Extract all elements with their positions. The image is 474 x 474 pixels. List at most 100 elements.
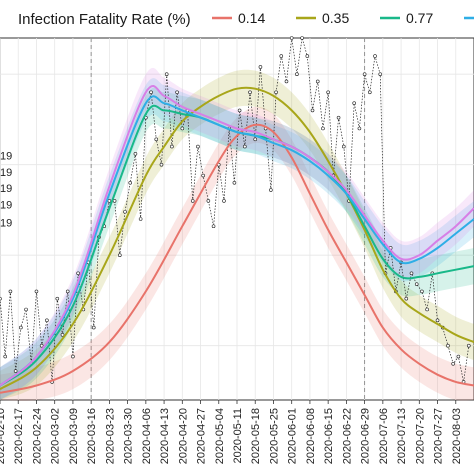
observed-point-57 (295, 72, 299, 76)
observed-point-27 (138, 217, 143, 221)
x-tick-label-13: 2020-05-11 (232, 408, 244, 463)
observed-point-69 (357, 126, 362, 131)
legend-label-1: 0.35 (322, 10, 349, 26)
x-tick-label-18: 2020-06-15 (323, 408, 335, 464)
observed-point-63 (326, 90, 330, 95)
plot-area (0, 36, 474, 401)
x-tick-label-10: 2020-04-20 (177, 408, 189, 464)
observed-point-24 (123, 209, 127, 214)
observed-point-12 (60, 333, 65, 337)
observed-point-30 (154, 137, 159, 142)
observed-point-8 (39, 343, 44, 348)
observed-point-7 (34, 289, 39, 294)
legend-title: Infection Fatality Rate (%) (18, 11, 191, 28)
observed-point-55 (284, 79, 289, 84)
x-tick-label-23: 2020-07-20 (414, 408, 426, 464)
observed-point-3 (13, 369, 18, 373)
x-tick-label-4: 2020-03-09 (68, 408, 80, 464)
series-ribbon-1 (0, 69, 474, 400)
observed-point-45 (232, 181, 237, 185)
observed-point-32 (164, 72, 169, 76)
observed-point-25 (128, 181, 133, 185)
y-tick-label-4: 19 (0, 218, 12, 230)
observed-point-37 (190, 199, 195, 203)
observed-point-46 (237, 108, 242, 113)
observed-point-23 (118, 253, 122, 257)
observed-point-13 (65, 289, 70, 294)
observed-point-82 (425, 307, 429, 312)
observed-point-52 (269, 188, 273, 192)
observed-point-72 (373, 54, 377, 58)
observed-point-71 (368, 90, 372, 95)
series-ribbon-4 (0, 67, 474, 400)
observed-point-60 (310, 108, 315, 113)
observed-point-41 (211, 224, 216, 229)
observed-point-1 (3, 354, 8, 359)
observed-point-33 (170, 144, 174, 149)
x-tick-label-5: 2020-03-16 (86, 408, 98, 464)
observed-point-61 (315, 79, 320, 84)
x-axis: 2020-02-10 2020-02-17 2020-02-24 2020-03-02… (0, 400, 463, 464)
y-tick-label-3: 19 (0, 200, 12, 212)
x-tick-label-7: 2020-03-30 (123, 408, 135, 464)
x-tick-label-14: 2020-05-18 (250, 408, 262, 464)
observed-point-38 (196, 144, 200, 149)
series-line-4 (0, 85, 474, 387)
x-tick-label-12: 2020-05-04 (214, 408, 226, 464)
x-tick-label-25: 2020-08-03 (451, 408, 463, 464)
observed-point-49 (253, 137, 258, 142)
observed-point-43 (222, 199, 226, 203)
observed-point-0 (0, 296, 2, 301)
observed-point-80 (414, 282, 419, 286)
y-tick-label-0: 19 (0, 151, 12, 163)
observed-point-50 (258, 65, 263, 69)
observed-point-62 (321, 126, 325, 131)
x-tick-label-11: 2020-04-27 (196, 408, 208, 464)
observed-point-35 (180, 126, 185, 131)
observed-point-47 (243, 144, 247, 149)
observed-point-54 (279, 54, 284, 58)
observed-point-56 (289, 36, 294, 40)
x-tick-label-8: 2020-04-06 (141, 408, 153, 464)
observed-point-59 (305, 54, 310, 58)
legend: Infection Fatality Rate (%) 0.14 0.35 0.77… (18, 10, 474, 28)
y-axis: 19 19 19 19 19 (0, 151, 12, 230)
series-line-0 (0, 123, 474, 394)
observed-point-2 (8, 289, 13, 294)
observed-point-15 (76, 271, 80, 276)
x-tick-label-3: 2020-03-02 (50, 408, 62, 464)
observed-point-9 (45, 318, 49, 323)
observed-point-88 (456, 354, 461, 359)
observed-point-53 (274, 90, 278, 95)
series-ribbon-2 (0, 87, 474, 400)
x-tick-label-0: 2020-02-10 (0, 408, 7, 464)
observed-point-34 (175, 90, 179, 95)
x-tick-label-20: 2020-06-29 (360, 408, 372, 464)
observed-point-31 (159, 162, 164, 167)
y-tick-label-1: 19 (0, 167, 12, 179)
x-tick-label-2: 2020-02-24 (31, 408, 43, 464)
x-tick-label-17: 2020-06-08 (305, 408, 317, 464)
observed-point-48 (248, 90, 252, 95)
x-tick-label-15: 2020-05-25 (268, 408, 280, 464)
observed-point-14 (71, 354, 75, 359)
observed-point-26 (133, 152, 138, 156)
observed-point-90 (466, 343, 471, 348)
x-tick-label-16: 2020-06-01 (287, 408, 299, 464)
x-tick-label-9: 2020-04-13 (159, 408, 171, 464)
series-ribbon-0 (0, 106, 474, 401)
y-tick-label-2: 19 (0, 183, 12, 195)
legend-label-0: 0.14 (238, 10, 265, 26)
observed-point-40 (206, 199, 211, 203)
observed-point-78 (404, 296, 409, 301)
observed-point-68 (352, 101, 356, 105)
observed-point-81 (420, 289, 424, 294)
observed-point-11 (55, 296, 60, 301)
x-tick-label-1: 2020-02-17 (13, 408, 25, 464)
observed-point-18 (91, 325, 96, 330)
legend-label-2: 0.77 (406, 10, 433, 26)
observed-point-39 (201, 173, 205, 178)
observed-point-86 (446, 343, 450, 348)
observed-point-70 (362, 72, 367, 76)
